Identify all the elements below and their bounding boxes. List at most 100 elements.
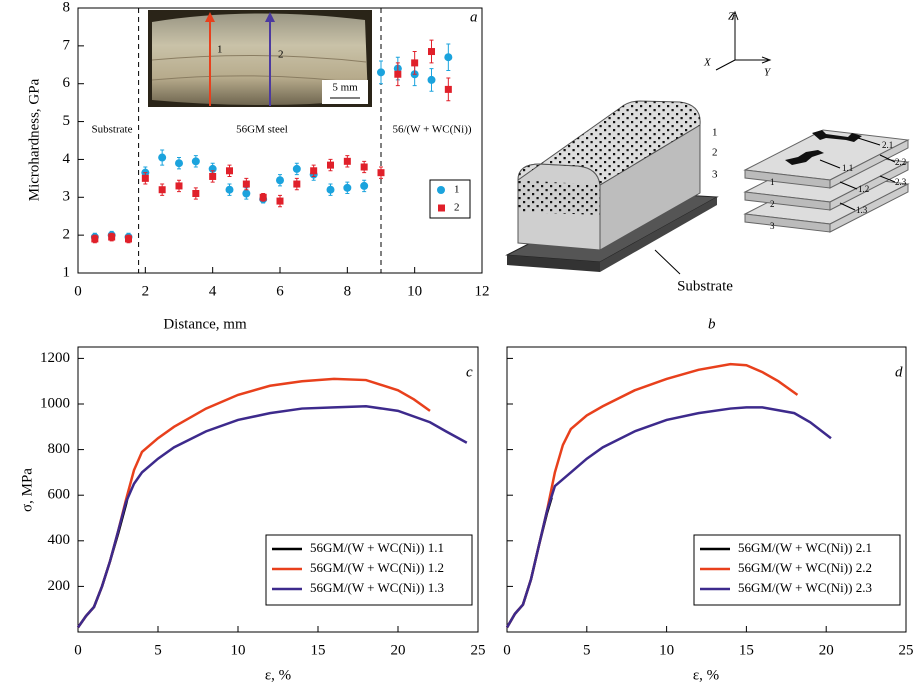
panel-label: c [466, 364, 473, 380]
sample-label: 2.3 [895, 177, 907, 187]
y-tick-label: 800 [48, 441, 71, 457]
legend-label: 56GM/(W + WC(Ni)) 1.3 [310, 580, 444, 595]
panel-label: d [895, 364, 903, 380]
point [327, 161, 334, 169]
x-tick-label: 12 [475, 283, 490, 299]
x-tick-label: 10 [659, 642, 674, 658]
sample-label: 1.1 [842, 163, 853, 173]
curve [76, 490, 131, 629]
y-tick-label: 1200 [40, 350, 70, 366]
inset-label: 1 [217, 44, 223, 56]
x-tick-label: 2 [142, 283, 150, 299]
legend-label: 2 [454, 202, 460, 214]
point [158, 186, 166, 194]
axis-y: Y [764, 67, 772, 79]
zone-label: 56GM steel [236, 124, 288, 136]
axis-x: X [703, 57, 712, 69]
point [343, 183, 352, 192]
x-tick-label: 10 [407, 283, 422, 299]
point [411, 59, 419, 67]
point [428, 48, 435, 56]
point [276, 197, 284, 205]
y-tick-label: 8 [63, 0, 71, 15]
point [108, 233, 116, 241]
y-tick-label: 400 [48, 532, 71, 548]
y-tick-label: 3 [63, 189, 71, 205]
legend-label: 56GM/(W + WC(Ni)) 1.2 [310, 560, 444, 575]
plot-frame [77, 346, 479, 633]
x-axis-label: Distance, mm [163, 316, 247, 332]
point [225, 185, 234, 194]
x-tick-label: 8 [344, 283, 352, 299]
point [394, 70, 402, 78]
x-tick-label: 0 [74, 642, 82, 658]
diagram: Z X Y 1 2 3 Substrate 1 2 3 2.1 1.1 2.2 … [505, 11, 910, 332]
legend-label: 56GM/(W + WC(Ni)) 1.1 [310, 540, 444, 555]
inset-photo: 1 2 5 mm [148, 10, 372, 107]
plate-label: 3 [770, 221, 775, 231]
y-tick-label: 200 [48, 578, 71, 594]
point [292, 164, 301, 173]
substrate-label: Substrate [677, 278, 733, 294]
x-tick-label: 15 [739, 642, 754, 658]
x-tick-label: 4 [209, 283, 217, 299]
y-tick-label: 7 [63, 37, 71, 53]
sample-label: 2.1 [882, 140, 893, 150]
legend-label: 1 [454, 184, 460, 196]
layer-label: 3 [712, 169, 718, 181]
point [125, 235, 132, 243]
point [226, 167, 233, 175]
inset-label: 2 [278, 49, 284, 61]
x-tick-label: 25 [899, 642, 914, 658]
y-tick-label: 1 [63, 264, 71, 280]
point [141, 174, 149, 182]
point [444, 53, 453, 62]
y-axis-label: Microhardness, GPa [26, 78, 42, 201]
point [360, 163, 368, 171]
point [242, 180, 250, 188]
x-axis-label: ε, % [693, 667, 719, 683]
point [377, 68, 385, 77]
x-tick-label: 0 [503, 642, 511, 658]
legend-box [429, 179, 471, 219]
layer-label: 2 [712, 147, 718, 159]
x-tick-label: 20 [819, 642, 834, 658]
x-tick-label: 10 [231, 642, 246, 658]
y-tick-label: 4 [63, 151, 71, 167]
panel-label: a [470, 9, 478, 25]
y-tick-label: 600 [48, 487, 71, 503]
point [175, 159, 183, 168]
y-tick-label: 2 [63, 227, 71, 243]
y-tick-label: 6 [63, 75, 71, 91]
axis-z: Z [728, 11, 735, 23]
x-tick-label: 0 [74, 283, 82, 299]
legend-marker [437, 186, 445, 194]
legend-label: 56GM/(W + WC(Ni)) 2.1 [738, 540, 872, 555]
plates: 1 2 3 2.1 1.1 2.2 1.2 2.3 1.3 [743, 129, 910, 233]
plate-label: 2 [770, 199, 775, 209]
curve [76, 405, 468, 629]
point [360, 181, 369, 190]
sample-label: 1.3 [856, 205, 868, 215]
point [276, 176, 284, 185]
y-tick-label: 5 [63, 113, 71, 129]
x-tick-label: 25 [471, 642, 486, 658]
point [293, 180, 301, 188]
legend-label: 56GM/(W + WC(Ni)) 2.2 [738, 560, 872, 575]
panel-label: b [708, 316, 716, 332]
x-tick-label: 20 [391, 642, 406, 658]
legend-label: 56GM/(W + WC(Ni)) 2.3 [738, 580, 872, 595]
point [427, 75, 436, 84]
point [191, 157, 200, 166]
y-tick-label: 1000 [40, 395, 70, 411]
layer-label: 1 [712, 127, 718, 139]
panel: 0 5 10 15 20 25 ε, % d 56GM/(W + WC(Ni)) 2.1 56GM… [503, 346, 914, 683]
x-tick-label: 5 [583, 642, 591, 658]
point [242, 189, 251, 198]
point [175, 182, 183, 190]
point [444, 85, 452, 93]
zone-label: 56/(W + WC(Ni)) [392, 124, 471, 136]
point [158, 153, 167, 162]
panel: 0 5 10 15 20 25 200 400 600 800 1000 1200 ε, % σ, MPa… [19, 346, 486, 683]
